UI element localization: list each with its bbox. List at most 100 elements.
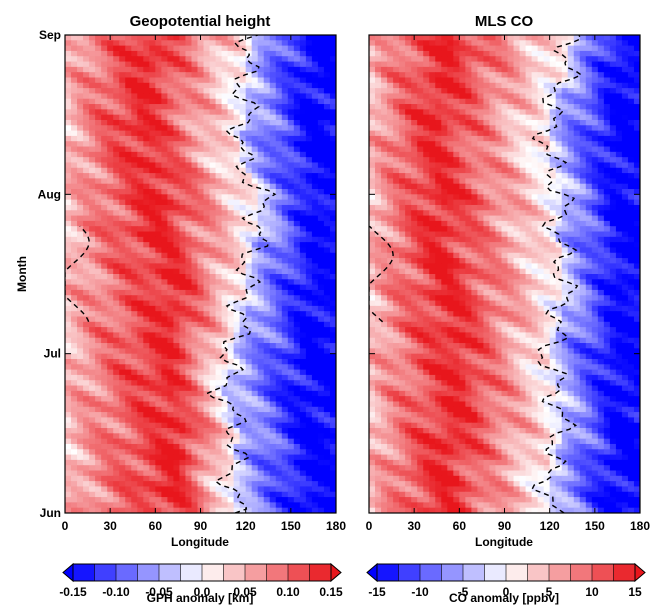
heatmap-cell [83,443,90,450]
heatmap-cell [245,173,253,179]
heatmap-cell [179,93,187,100]
heatmap-cell [191,443,199,450]
heatmap-cell [263,263,271,270]
heatmap-cell [197,263,205,270]
heatmap-cell [393,56,400,63]
heatmap-cell [263,385,271,392]
heatmap-cell [149,98,156,105]
heatmap-cell [173,141,181,148]
heatmap-cell [203,226,211,233]
heatmap-cell [107,130,114,137]
heatmap-cell [209,417,217,424]
heatmap-cell [257,412,265,418]
heatmap-cell [167,56,174,63]
heatmap-cell [257,364,265,371]
heatmap-cell [269,109,277,116]
heatmap-cell [329,215,336,222]
heatmap-cell [119,364,126,371]
heatmap-cell [65,141,72,148]
heatmap-cell [281,231,289,238]
heatmap-cell [203,507,211,513]
heatmap-cell [137,470,144,477]
heatmap-cell [83,353,90,360]
heatmap-cell [119,72,126,79]
heatmap-cell [585,125,593,132]
heatmap-cell [293,507,301,513]
heatmap-cell [143,146,150,153]
heatmap-cell [311,332,319,339]
heatmap-cell [329,119,336,126]
heatmap-cell [89,114,96,121]
heatmap-cell [197,327,205,334]
heatmap-cell [275,88,283,95]
heatmap-cell [197,358,205,365]
heatmap-cell [215,454,223,461]
heatmap-cell [83,475,90,482]
heatmap-cell [281,263,289,270]
heatmap-cell [465,61,472,68]
heatmap-cell [179,72,187,79]
heatmap-cell [197,61,205,68]
heatmap-cell [287,220,295,227]
heatmap-cell [585,98,593,105]
heatmap-cell [83,56,90,63]
heatmap-cell [317,135,325,142]
heatmap-cell [329,300,336,307]
heatmap-cell [239,66,247,73]
x-tick-label: 120 [236,519,256,533]
heatmap-cell [149,316,156,323]
heatmap-cell [185,438,193,445]
heatmap-cell [107,88,114,95]
heatmap-cell [621,82,629,89]
heatmap-cell [585,82,593,89]
heatmap-cell [65,258,72,264]
heatmap-cell [263,151,271,158]
heatmap-cell [149,390,156,397]
heatmap-cell [77,311,84,318]
heatmap-cell [603,114,611,121]
heatmap-cell [179,274,187,280]
heatmap-cell [257,119,265,126]
heatmap-cell [185,252,193,259]
heatmap-cell [323,157,331,164]
heatmap-cell [83,199,90,206]
heatmap-cell [275,305,283,312]
heatmap-cell [429,119,436,126]
heatmap-cell [197,300,205,307]
heatmap-cell [269,61,277,68]
heatmap-cell [65,284,72,291]
heatmap-cell [245,178,253,185]
heatmap-cell [245,135,253,142]
heatmap-cell [83,157,90,164]
heatmap-cell [185,353,193,360]
heatmap-cell [245,486,253,493]
heatmap-cell [197,443,205,450]
heatmap-cell [191,77,199,84]
heatmap-cell [269,141,277,148]
heatmap-cell [269,40,277,47]
heatmap-cell [311,289,319,296]
heatmap-cell [233,475,241,482]
heatmap-cell [323,82,331,89]
heatmap-cell [597,56,605,63]
heatmap-cell [221,236,229,243]
heatmap-cell [83,385,90,392]
heatmap-cell [311,321,319,328]
heatmap-cell [161,88,168,95]
heatmap-cell [89,157,96,164]
heatmap-cell [179,236,187,243]
heatmap-cell [257,337,265,344]
heatmap-cell [119,337,126,344]
heatmap-cell [155,321,162,328]
heatmap-cell [95,93,102,100]
heatmap-cell [483,40,491,47]
heatmap-cell [221,215,229,222]
heatmap-cell [311,390,319,397]
heatmap-cell [101,268,108,275]
heatmap-cell [621,45,629,52]
heatmap-cell [191,204,199,211]
heatmap-cell [83,417,90,424]
heatmap-cell [245,194,253,201]
heatmap-cell [269,438,277,445]
heatmap-cell [113,151,120,158]
